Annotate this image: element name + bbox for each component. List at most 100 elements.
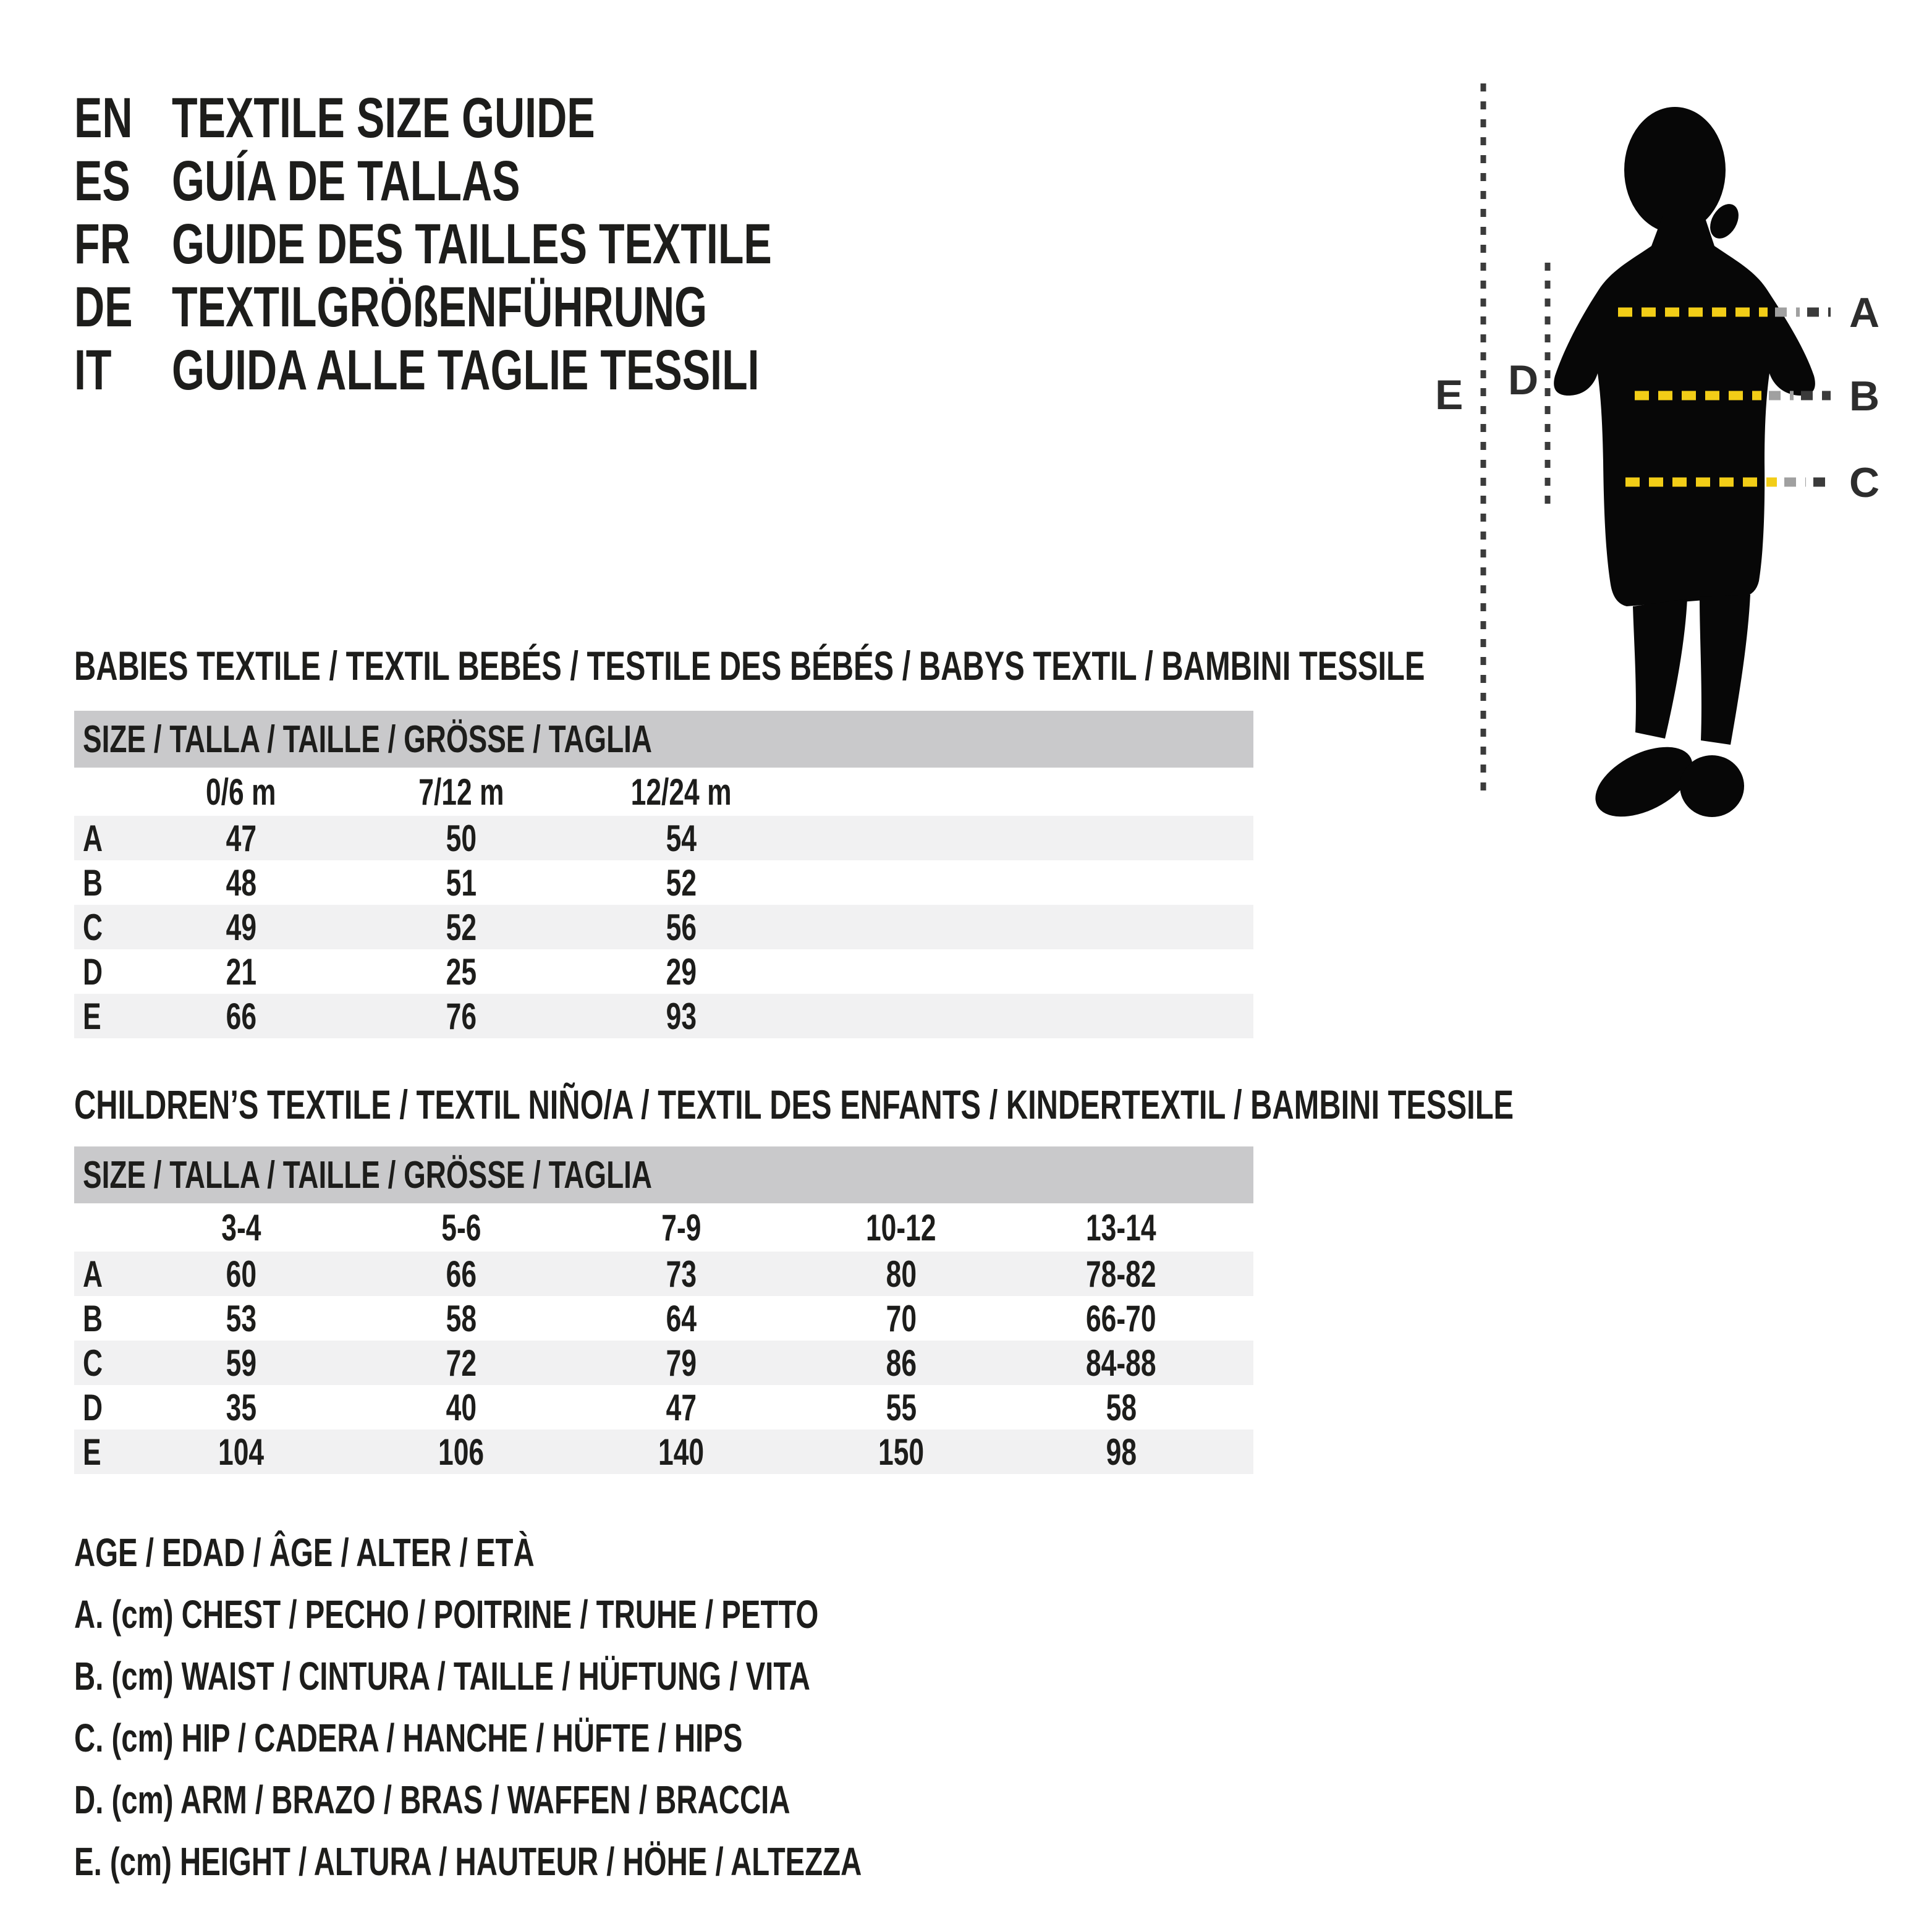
figure-label-d: D xyxy=(1508,357,1538,404)
right-leg xyxy=(1700,595,1750,745)
lang-row-it: IT GUIDA ALLE TAGLIE TESSILI xyxy=(74,339,983,402)
value-cell: 53 xyxy=(226,1297,256,1339)
babies-size-table: SIZE / TALLA / TAILLE / GRÖSSE / TAGLIA … xyxy=(74,711,1253,1038)
figure-label-e: E xyxy=(1435,371,1463,418)
children-table-grid: 3-4 5-6 7-9 10-12 13-14 A 60 66 73 80 78-82 B 53 58 64… xyxy=(74,1203,1253,1474)
table-row: A 47 50 54 xyxy=(74,816,1253,860)
value-cell: 140 xyxy=(658,1431,705,1473)
left-leg xyxy=(1633,599,1687,739)
value-cell: 64 xyxy=(666,1297,697,1339)
value-cell: 40 xyxy=(446,1386,477,1428)
value-cell: 104 xyxy=(218,1431,265,1473)
value-cell: 150 xyxy=(878,1431,925,1473)
figure-label-a: A xyxy=(1849,289,1879,336)
value-cell: 54 xyxy=(666,817,697,859)
table-row: E 104 106 140 150 98 xyxy=(74,1430,1253,1474)
column-header: 5-6 xyxy=(441,1206,481,1248)
column-header: 3-4 xyxy=(221,1206,261,1248)
babies-table-header-bar: SIZE / TALLA / TAILLE / GRÖSSE / TAGLIA xyxy=(74,711,1253,768)
column-header: 7/12 m xyxy=(418,771,504,813)
lang-row-en: EN TEXTILE SIZE GUIDE xyxy=(74,87,983,150)
value-cell: 49 xyxy=(226,906,256,948)
value-cell: 50 xyxy=(446,817,477,859)
table-row: B 53 58 64 70 66-70 xyxy=(74,1296,1253,1341)
children-size-table: SIZE / TALLA / TAILLE / GRÖSSE / TAGLIA … xyxy=(74,1146,1253,1474)
value-cell: 21 xyxy=(226,951,256,993)
left-shoe xyxy=(1595,747,1693,817)
babies-table-grid: 0/6 m 7/12 m 12/24 m A 47 50 54 B 48 51 52 C 49 52 56 D… xyxy=(74,768,1253,1038)
value-cell: 79 xyxy=(666,1342,697,1384)
column-header-row: 3-4 5-6 7-9 10-12 13-14 xyxy=(74,1203,1253,1252)
value-cell: 76 xyxy=(446,995,477,1037)
row-label: A xyxy=(83,817,103,859)
lang-code-fr: FR xyxy=(74,213,130,276)
value-cell: 51 xyxy=(446,862,477,904)
value-cell: 56 xyxy=(666,906,697,948)
lang-code-es: ES xyxy=(74,150,130,213)
value-cell: 78-82 xyxy=(1086,1253,1156,1295)
value-cell: 25 xyxy=(446,951,477,993)
lang-title-en: TEXTILE SIZE GUIDE xyxy=(172,87,595,150)
column-header: 12/24 m xyxy=(630,771,732,813)
row-label: A xyxy=(83,1253,103,1295)
table-row: D 21 25 29 xyxy=(74,949,1253,994)
right-shoe xyxy=(1680,755,1744,817)
lang-code-it: IT xyxy=(74,339,112,402)
column-header: 7-9 xyxy=(661,1206,701,1248)
lang-title-de: TEXTILGRÖßENFÜHRUNG xyxy=(172,276,708,339)
value-cell: 52 xyxy=(446,906,477,948)
table-row: E 66 76 93 xyxy=(74,994,1253,1038)
figure-label-b: B xyxy=(1849,373,1879,420)
value-cell: 106 xyxy=(438,1431,485,1473)
value-cell: 80 xyxy=(886,1253,917,1295)
row-label: E xyxy=(83,1431,101,1473)
lang-code-en: EN xyxy=(74,87,133,150)
value-cell: 84-88 xyxy=(1086,1342,1156,1384)
children-table-header-bar: SIZE / TALLA / TAILLE / GRÖSSE / TAGLIA xyxy=(74,1146,1253,1203)
column-header: 13-14 xyxy=(1086,1206,1156,1248)
row-label: B xyxy=(83,1297,103,1339)
value-cell: 58 xyxy=(446,1297,477,1339)
measurement-legend: AGE / EDAD / ÂGE / ALTER / ETÀ A. (cm) C… xyxy=(74,1522,1138,1892)
column-header-row: 0/6 m 7/12 m 12/24 m xyxy=(74,768,1253,816)
value-cell: 52 xyxy=(666,862,697,904)
value-cell: 66 xyxy=(226,995,256,1037)
lang-row-fr: FR GUIDE DES TAILLES TEXTILE xyxy=(74,213,983,276)
babies-section-title: BABIES TEXTILE / TEXTIL BEBÉS / TESTILE … xyxy=(74,643,1425,688)
row-label: B xyxy=(83,862,103,904)
row-label: D xyxy=(83,1386,103,1428)
lang-title-es: GUÍA DE TALLAS xyxy=(172,150,520,213)
row-label: D xyxy=(83,951,103,993)
children-section-title: CHILDREN’S TEXTILE / TEXTIL NIÑO/A / TEX… xyxy=(74,1082,1514,1127)
value-cell: 66 xyxy=(446,1253,477,1295)
value-cell: 66-70 xyxy=(1086,1297,1156,1339)
legend-line-hip: C. (cm) HIP / CADERA / HANCHE / HÜFTE / … xyxy=(74,1716,743,1760)
legend-line-chest: A. (cm) CHEST / PECHO / POITRINE / TRUHE… xyxy=(74,1592,819,1637)
legend-line-age: AGE / EDAD / ÂGE / ALTER / ETÀ xyxy=(74,1530,535,1575)
column-header: 0/6 m xyxy=(206,771,276,813)
table-row: D 35 40 47 55 58 xyxy=(74,1385,1253,1430)
table-row: B 48 51 52 xyxy=(74,860,1253,905)
value-cell: 48 xyxy=(226,862,256,904)
value-cell: 55 xyxy=(886,1386,917,1428)
column-header: 10-12 xyxy=(866,1206,936,1248)
legend-line-arm: D. (cm) ARM / BRAZO / BRAS / WAFFEN / BR… xyxy=(74,1777,790,1822)
measurement-figure: A B C D E xyxy=(1421,49,1932,822)
lang-title-it: GUIDA ALLE TAGLIE TESSILI xyxy=(172,339,760,402)
value-cell: 86 xyxy=(886,1342,917,1384)
value-cell: 72 xyxy=(446,1342,477,1384)
legend-line-waist: B. (cm) WAIST / CINTURA / TAILLE / HÜFTU… xyxy=(74,1654,810,1698)
lang-row-de: DE TEXTILGRÖßENFÜHRUNG xyxy=(74,276,983,339)
value-cell: 35 xyxy=(226,1386,256,1428)
value-cell: 59 xyxy=(226,1342,256,1384)
row-label: C xyxy=(83,906,103,948)
table-row: C 59 72 79 86 84-88 xyxy=(74,1341,1253,1385)
child-silhouette-figure: A B C D E xyxy=(1435,83,1879,817)
lang-row-es: ES GUÍA DE TALLAS xyxy=(74,150,983,213)
value-cell: 93 xyxy=(666,995,697,1037)
value-cell: 98 xyxy=(1106,1431,1137,1473)
lang-title-fr: GUIDE DES TAILLES TEXTILE xyxy=(172,213,772,276)
value-cell: 47 xyxy=(666,1386,697,1428)
row-label: C xyxy=(83,1342,103,1384)
